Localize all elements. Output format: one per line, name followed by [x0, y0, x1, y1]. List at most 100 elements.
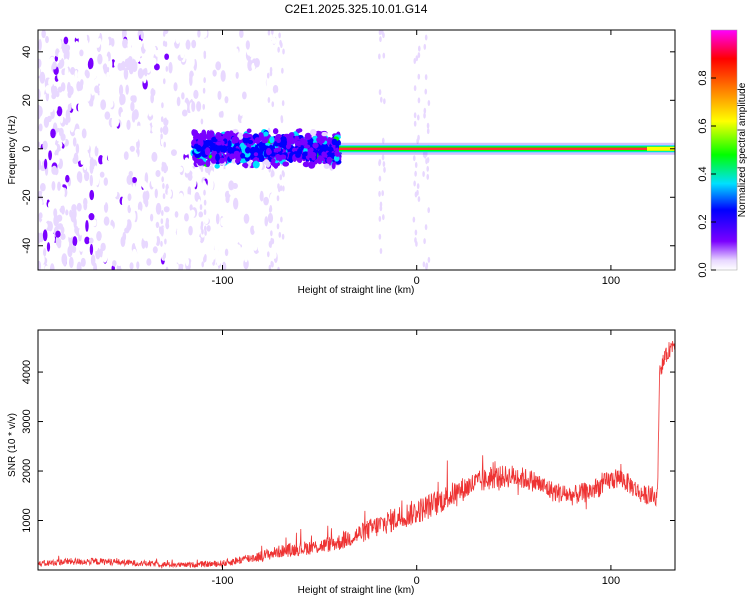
heatmap-cell: [270, 171, 274, 178]
heatmap-cell: [194, 152, 202, 158]
heatmap-cell: [426, 128, 430, 135]
heatmap-cell: [266, 65, 271, 76]
heatmap-cell: [140, 31, 145, 40]
heatmap-cell: [172, 262, 179, 270]
heatmap-cell: [218, 157, 226, 164]
heatmap-cell: [73, 217, 77, 229]
heatmap-cell: [422, 151, 426, 158]
heatmap-cell: [151, 151, 158, 163]
heatmap-cell: [111, 116, 117, 129]
heatmap-cell: [109, 209, 116, 216]
heatmap-cell: [207, 97, 212, 108]
heatmap-cell: [146, 229, 152, 241]
heatmap-cell: [76, 81, 81, 92]
heatmap-cell: [142, 139, 149, 149]
heatmap-cell: [324, 145, 329, 150]
heatmap-cell: [111, 138, 116, 149]
heatmap-cell: [272, 251, 277, 259]
heatmap-cell: [250, 199, 256, 211]
heatmap-cell: [185, 40, 191, 48]
heatmap-cell: [426, 173, 430, 180]
heatmap-cell: [43, 196, 47, 205]
heatmap-cell: [280, 216, 283, 223]
colorbar-tick-label: 0.2: [697, 214, 709, 229]
signal-band-end: [647, 146, 675, 151]
heatmap-cell: [211, 233, 218, 242]
heatmap-cell: [186, 219, 192, 228]
heatmap-cell: [267, 97, 271, 104]
heatmap-cell: [243, 258, 249, 270]
heatmap-cell: [273, 200, 279, 208]
heatmap-cell: [162, 125, 169, 135]
heatmap-cell: [74, 40, 79, 53]
heatmap-cell: [42, 52, 48, 59]
heatmap-cell: [222, 168, 227, 176]
heatmap-cell: [146, 258, 152, 266]
heatmap-cell: [231, 236, 237, 244]
heatmap-cell: [423, 112, 426, 119]
heatmap-cell: [215, 168, 221, 179]
heatmap-cell: [211, 144, 218, 152]
heatmap-cell: [95, 258, 101, 266]
heatmap-cell: [92, 71, 97, 79]
heatmap-cell: [199, 161, 206, 166]
heatmap-cell: [181, 92, 185, 100]
heatmap-cell: [201, 228, 204, 235]
heatmap-cell: [181, 102, 188, 112]
heatmap-cell: [275, 105, 281, 114]
heatmap-cell: [77, 68, 83, 81]
heatmap-cell: [48, 101, 54, 113]
heatmap-cell: [170, 103, 175, 116]
heatmap-cell: [38, 39, 42, 51]
heatmap-cell: [104, 111, 111, 120]
heatmap-cell: [122, 254, 129, 263]
heatmap-cell: [113, 189, 118, 198]
heatmap-cell: [114, 117, 120, 127]
heatmap-cell: [184, 157, 190, 169]
heatmap-cell: [60, 133, 66, 141]
heatmap-cell: [96, 94, 101, 102]
heatmap-cell: [57, 181, 61, 191]
heatmap-cell: [204, 139, 210, 145]
heatmap-cell: [277, 46, 280, 53]
heatmap-cell: [238, 172, 242, 179]
heatmap-cell: [123, 151, 129, 161]
heatmap-cell: [105, 55, 109, 64]
heatmap-cell: [61, 68, 66, 76]
heatmap-cell: [62, 257, 67, 267]
heatmap-cell: [181, 124, 188, 137]
heatmap-cell: [168, 30, 173, 37]
heatmap-cell: [84, 89, 91, 102]
heatmap-cell: [263, 196, 269, 206]
heatmap-cell: [414, 229, 418, 236]
heatmap-cell: [207, 211, 213, 220]
heatmap-cell: [215, 153, 220, 162]
heatmap-cell: [242, 91, 247, 100]
heatmap-cell: [108, 99, 114, 108]
heatmap-cell: [113, 174, 120, 186]
heatmap-cell: [191, 101, 196, 113]
heatmap-cell: [163, 206, 170, 213]
heatmap-cell: [47, 178, 52, 190]
snr-panel: -100 0 100 1000 2000 3000 4000 Height of stra…: [7, 329, 676, 596]
heatmap-cell: [198, 211, 204, 218]
heatmap-cell: [257, 244, 264, 253]
heatmap-cell: [187, 88, 193, 101]
heatmap-cell: [267, 105, 273, 116]
heatmap-cell: [170, 92, 177, 100]
heatmap-cell: [155, 221, 160, 229]
heatmap-cell: [86, 124, 90, 135]
heatmap-cell: [100, 242, 106, 252]
heatmap-cell: [95, 30, 100, 38]
heatmap-cell: [163, 141, 167, 148]
heatmap-cell: [272, 84, 279, 94]
heatmap-cell: [274, 147, 282, 152]
snr-x-ticks: -100 0 100: [211, 330, 620, 587]
colorbar-swatch: [711, 30, 737, 270]
heatmap-cell: [224, 96, 229, 104]
heatmap-cell: [85, 187, 90, 195]
heatmap-cell: [107, 225, 114, 234]
heatmap-cell: [74, 192, 81, 200]
heatmap-cell: [281, 100, 285, 107]
snr-y-tick-label: 3000: [21, 409, 33, 433]
